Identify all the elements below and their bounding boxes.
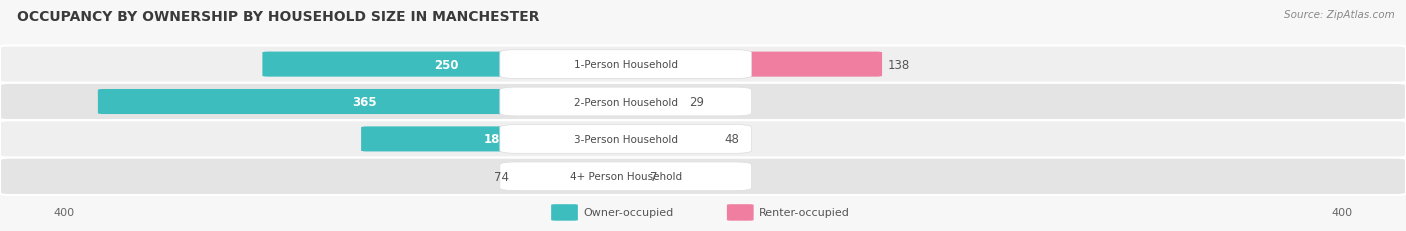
Text: Owner-occupied: Owner-occupied (583, 207, 673, 218)
Text: 138: 138 (887, 58, 910, 71)
FancyBboxPatch shape (727, 204, 754, 221)
FancyBboxPatch shape (361, 127, 631, 152)
FancyBboxPatch shape (551, 204, 578, 221)
Text: 181: 181 (484, 133, 509, 146)
Text: 4+ Person Household: 4+ Person Household (569, 172, 682, 182)
FancyBboxPatch shape (98, 90, 631, 115)
Text: 7: 7 (650, 170, 657, 183)
Text: 1-Person Household: 1-Person Household (574, 60, 678, 70)
Text: 2-Person Household: 2-Person Household (574, 97, 678, 107)
Text: 365: 365 (353, 96, 377, 109)
FancyBboxPatch shape (263, 52, 631, 77)
Text: 250: 250 (434, 58, 460, 71)
Text: 400: 400 (53, 207, 75, 218)
Text: 48: 48 (724, 133, 740, 146)
FancyBboxPatch shape (501, 51, 751, 79)
FancyBboxPatch shape (0, 158, 1406, 195)
Text: OCCUPANCY BY OWNERSHIP BY HOUSEHOLD SIZE IN MANCHESTER: OCCUPANCY BY OWNERSHIP BY HOUSEHOLD SIZE… (17, 10, 540, 24)
FancyBboxPatch shape (501, 125, 751, 154)
Text: 74: 74 (494, 170, 509, 183)
FancyBboxPatch shape (0, 121, 1406, 158)
Text: 3-Person Household: 3-Person Household (574, 134, 678, 144)
FancyBboxPatch shape (0, 46, 1406, 83)
FancyBboxPatch shape (515, 164, 631, 189)
FancyBboxPatch shape (620, 164, 644, 189)
Text: Source: ZipAtlas.com: Source: ZipAtlas.com (1284, 10, 1395, 20)
FancyBboxPatch shape (501, 88, 751, 116)
Text: 29: 29 (689, 96, 704, 109)
FancyBboxPatch shape (620, 52, 882, 77)
FancyBboxPatch shape (0, 83, 1406, 121)
Text: 400: 400 (1331, 207, 1353, 218)
FancyBboxPatch shape (501, 162, 751, 191)
FancyBboxPatch shape (620, 90, 683, 115)
Text: Renter-occupied: Renter-occupied (759, 207, 851, 218)
FancyBboxPatch shape (620, 127, 718, 152)
